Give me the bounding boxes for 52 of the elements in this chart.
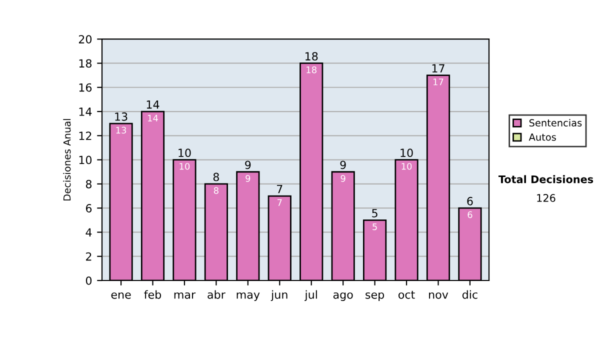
y-tick-label: 12 [79, 132, 92, 140]
total-label: 5 [372, 209, 378, 218]
data-label: 18 [306, 66, 316, 74]
x-tick-label: ene [111, 292, 131, 299]
text: Total Decisiones [498, 175, 594, 184]
total-label: 6 [467, 196, 473, 206]
y-tick-label: 0 [86, 276, 92, 285]
total-label: 14 [146, 100, 160, 109]
data-label: 17 [433, 78, 444, 86]
y-tick-label: 16 [79, 83, 92, 92]
total-label: 9 [340, 160, 346, 170]
data-label: 10 [180, 162, 190, 170]
data-label: 13 [116, 126, 126, 134]
x-tick-label: feb [144, 290, 162, 299]
x-tick-label: nov [429, 292, 448, 299]
y-tick-label: 6 [86, 204, 92, 212]
data-label: 10 [402, 162, 412, 170]
total-label: 13 [115, 112, 128, 121]
data-label: 6 [468, 211, 472, 218]
x-tick-label: mar [174, 292, 196, 299]
y-tick-label: 18 [79, 59, 92, 68]
total-label: 8 [213, 172, 219, 182]
total-label: 17 [432, 64, 444, 72]
y-tick-label: 14 [79, 108, 92, 116]
legend-label: Sentencias [529, 118, 582, 127]
x-tick-label: may [236, 292, 260, 301]
total-label: 9 [245, 160, 251, 170]
x-tick-label: oct [398, 290, 415, 299]
y-tick-label: 2 [86, 252, 92, 261]
data-label: 5 [372, 223, 377, 230]
legend-label: Autos [528, 134, 556, 141]
data-label: 7 [278, 199, 282, 206]
data-label: 9 [340, 175, 346, 182]
total-label: 7 [277, 184, 282, 194]
y-tick-label: 4 [86, 228, 92, 236]
data-label: 9 [246, 175, 250, 182]
data-label: 8 [214, 187, 218, 194]
data-label: 14 [148, 114, 158, 122]
total-label: 18 [306, 52, 318, 60]
y-tick-label: 20 [78, 35, 92, 44]
x-tick-label: dic [462, 290, 478, 299]
total-label: 10 [400, 148, 413, 158]
y-tick-label: 8 [86, 180, 92, 188]
y-tick-label: 10 [79, 156, 92, 164]
x-tick-label: jun [270, 290, 288, 301]
x-tick-label: sep [366, 292, 384, 301]
y-axis-title: Decisiones Anual [63, 119, 71, 200]
x-tick-label: abr [208, 290, 226, 299]
total-label: 10 [178, 148, 191, 158]
text: 126 [537, 194, 556, 202]
x-tick-label: ago [333, 292, 353, 301]
x-tick-label: jul [304, 290, 317, 301]
